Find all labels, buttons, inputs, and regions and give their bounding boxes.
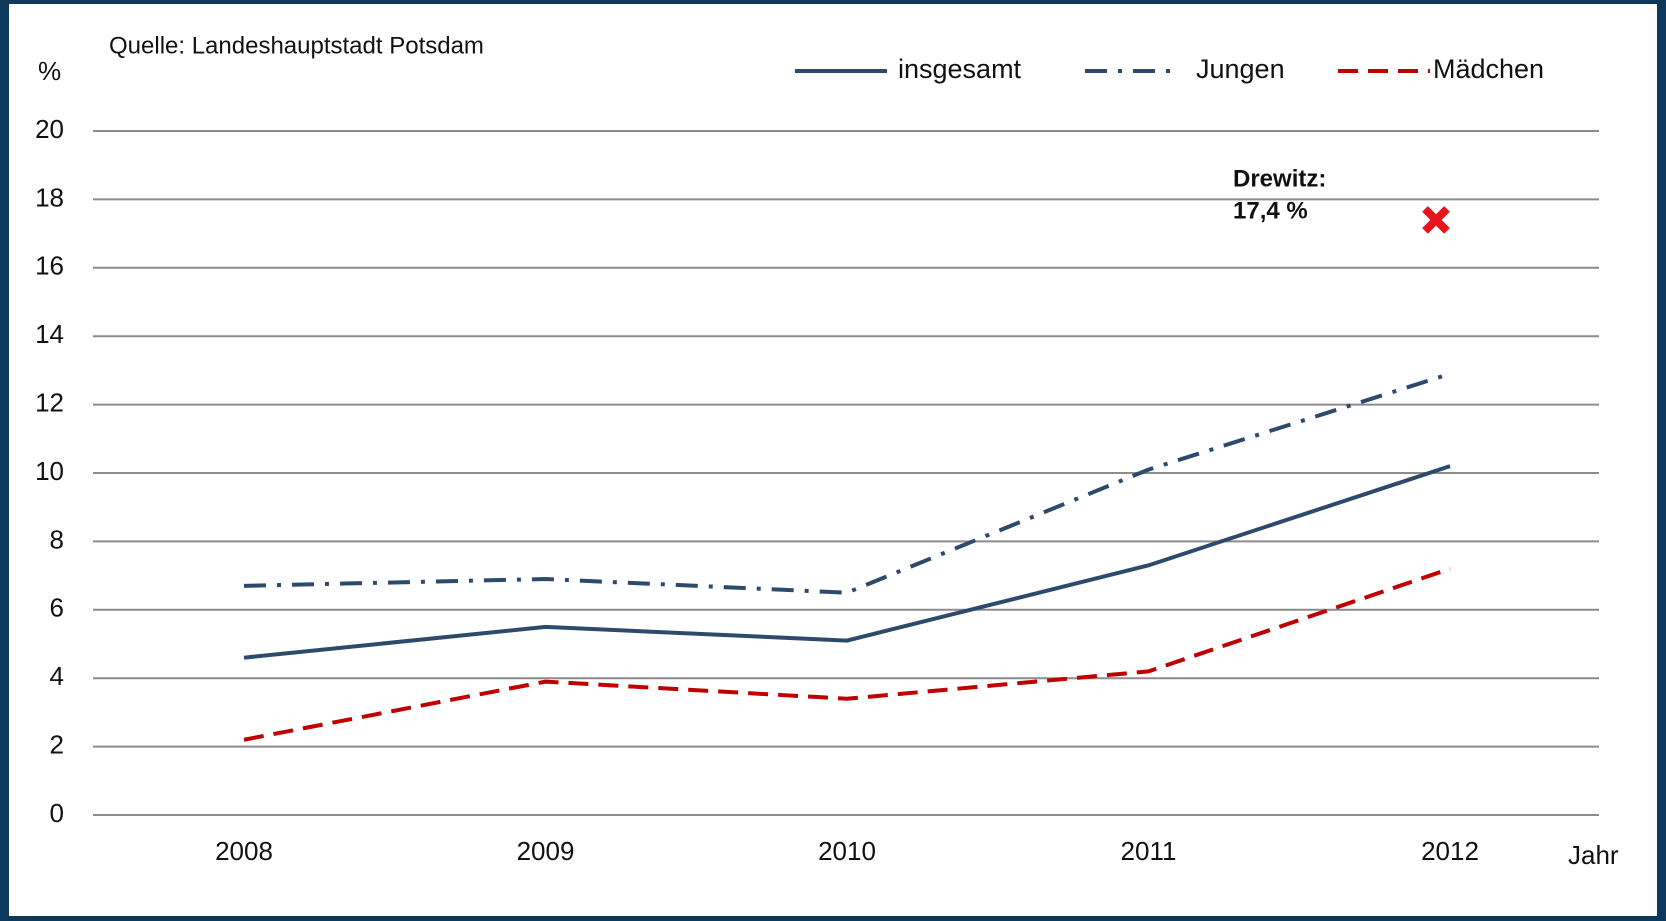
annotation-text: 17,4 % (1233, 197, 1308, 224)
x-tick-label: 2010 (818, 836, 876, 866)
annotation-marker (1422, 206, 1450, 234)
x-tick-label: 2008 (215, 836, 273, 866)
x-tick-label: 2012 (1421, 836, 1479, 866)
series-line (243, 371, 1451, 595)
series-line (243, 464, 1451, 660)
y-tick-label: 12 (35, 387, 64, 417)
y-tick-label: 20 (35, 114, 64, 144)
legend-label: insgesamt (898, 54, 1022, 84)
y-tick-label: 10 (35, 456, 64, 486)
legend-label: Jungen (1196, 54, 1285, 84)
series-line (243, 566, 1451, 742)
legend-label: Mädchen (1433, 54, 1544, 84)
y-tick-label: 16 (35, 251, 64, 281)
y-tick-label: 2 (50, 729, 64, 759)
annotation-text: Drewitz: (1233, 165, 1326, 192)
y-tick-label: 8 (50, 524, 64, 554)
x-axis-label: Jahr (1568, 840, 1619, 870)
y-axis-label: % (38, 56, 61, 86)
x-tick-label: 2011 (1121, 836, 1177, 866)
y-tick-label: 18 (35, 182, 64, 212)
y-tick-label: 0 (50, 798, 64, 828)
y-tick-label: 14 (35, 319, 64, 349)
source-note: Quelle: Landeshauptstadt Potsdam (109, 32, 484, 59)
y-tick-label: 4 (50, 661, 64, 691)
chart-background (9, 4, 1657, 916)
x-tick-label: 2009 (517, 836, 575, 866)
y-tick-label: 6 (50, 593, 64, 623)
